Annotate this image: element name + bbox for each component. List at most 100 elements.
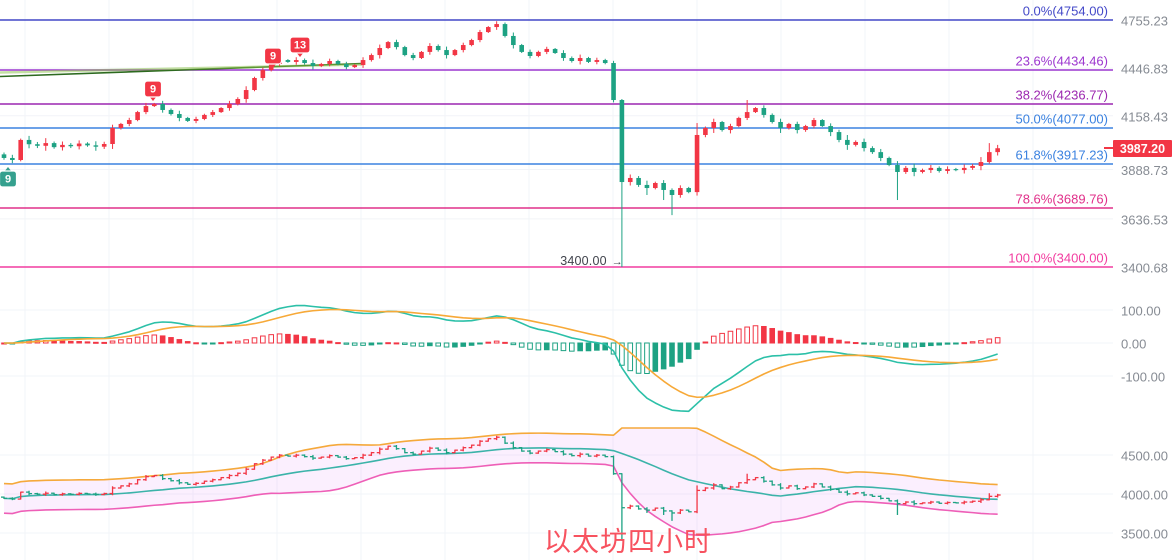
macd-hist-bar [744, 326, 750, 344]
candle-body [427, 45, 433, 52]
candle-body [35, 144, 40, 146]
price-alert-label[interactable]: 3400.00 → [520, 254, 623, 268]
macd-pane: 100.00 0.00 -100.00 [1, 304, 1165, 413]
price-axis-label[interactable]: 3400.68 [1121, 260, 1168, 275]
macd-hist-bar [109, 340, 116, 344]
price-axis: 4755.23 4446.83 4158.43 3888.73 3636.53 3400.… [1121, 13, 1168, 275]
macd-hist-bar [769, 328, 776, 344]
candle-body [193, 118, 199, 121]
marker-box [289, 36, 311, 54]
macd-hist-bar [560, 342, 567, 352]
macd-hist-bar [201, 342, 208, 345]
td-marker-9: 9 [263, 47, 283, 68]
macd-hist-bar [435, 342, 441, 347]
candle-body [285, 60, 291, 62]
candle-body [845, 139, 850, 145]
candle-body [744, 112, 750, 118]
candle-body [268, 63, 274, 71]
candle-body [60, 144, 65, 148]
macd-hist-bar [652, 342, 659, 372]
candle-body [335, 60, 341, 64]
macd-hist-bar [669, 342, 675, 367]
candle-body [669, 189, 675, 195]
price-axis-label[interactable]: 4755.23 [1121, 13, 1168, 28]
macd-hist-bar [385, 342, 391, 345]
macd-hist-bar [477, 342, 483, 345]
candle-body [260, 70, 266, 78]
candle-body [51, 143, 57, 148]
macd-hist-bar [986, 338, 993, 344]
macd-hist-bar [694, 342, 700, 350]
trend-line[interactable] [0, 63, 363, 74]
candle-body [452, 50, 458, 56]
candle-body [911, 167, 917, 172]
macd-hist-bar [869, 342, 876, 345]
price-axis-label[interactable]: 3636.53 [1121, 212, 1168, 227]
candle-body [653, 183, 658, 189]
candle-body [694, 134, 700, 193]
fib-label: 0.0%(4754.00) [1023, 4, 1108, 19]
marker-box [0, 170, 18, 188]
candle-body [569, 58, 575, 61]
marker-box [263, 47, 283, 65]
candle-body [619, 100, 625, 183]
candle-body [803, 126, 808, 131]
candle-body [394, 42, 399, 48]
td-markers: 9 9 9 13 [0, 36, 311, 188]
candle-body [135, 112, 140, 121]
bottom-axis-label[interactable]: 3500.00 [1121, 527, 1168, 542]
candle-body [352, 65, 357, 68]
macd-hist-bar [836, 339, 842, 344]
macd-hist-bar [685, 342, 692, 360]
candle-body [419, 51, 424, 59]
macd-hist-bar [485, 341, 492, 344]
macd-hist-bar [752, 325, 759, 344]
candle-body [344, 63, 349, 68]
candle-body [527, 51, 533, 56]
candle-body [636, 177, 641, 185]
macd-hist-bar [226, 341, 233, 344]
macd-hist-bar [93, 341, 99, 344]
macd-hist-bar [903, 342, 909, 348]
macd-axis-label[interactable]: 100.00 [1121, 304, 1161, 319]
candle-body [101, 143, 107, 147]
macd-hist-bar [326, 340, 333, 344]
macd-hist-bar [811, 335, 817, 344]
macd-hist-bar [786, 332, 792, 344]
macd-signal-line [3, 308, 998, 399]
candle-body [302, 60, 307, 64]
macd-axis-label[interactable]: -100.00 [1121, 370, 1165, 385]
candle-body [870, 148, 875, 153]
macd-line [3, 304, 998, 413]
candle-body [18, 139, 23, 160]
candle-body [511, 35, 516, 46]
candle-body [519, 45, 524, 52]
price-axis-label[interactable]: 4158.43 [1121, 109, 1168, 124]
price-axis-label[interactable]: 4446.83 [1121, 62, 1168, 77]
macd-hist-bar [268, 334, 274, 344]
price-axis-label[interactable]: 3888.73 [1121, 163, 1168, 178]
macd-hist-bar [251, 337, 258, 344]
macd-hist-bar [176, 339, 183, 344]
macd-hist-bar [719, 332, 725, 344]
macd-hist-bar [727, 330, 734, 344]
candle-body [602, 60, 608, 64]
candle-body [319, 63, 324, 67]
candlesticks [1, 21, 1000, 267]
bottom-axis-label[interactable]: 4500.00 [1121, 449, 1168, 464]
macd-axis-label[interactable]: 0.00 [1121, 337, 1146, 352]
macd-hist-bar [293, 334, 300, 344]
macd-hist-bar [510, 342, 517, 346]
candle-body [945, 169, 950, 172]
bottom-axis-label[interactable]: 4000.00 [1121, 488, 1168, 503]
macd-hist-bar [335, 342, 341, 345]
macd-hist-bar [861, 342, 867, 345]
macd-hist-bar [318, 339, 325, 344]
candle-body [502, 24, 508, 36]
macd-hist-bar [594, 342, 600, 351]
macd-hist-bar [151, 334, 158, 344]
candle-body [970, 165, 975, 168]
candle-body [210, 112, 216, 115]
last-price-badge[interactable]: 3987.20 [1113, 140, 1172, 157]
